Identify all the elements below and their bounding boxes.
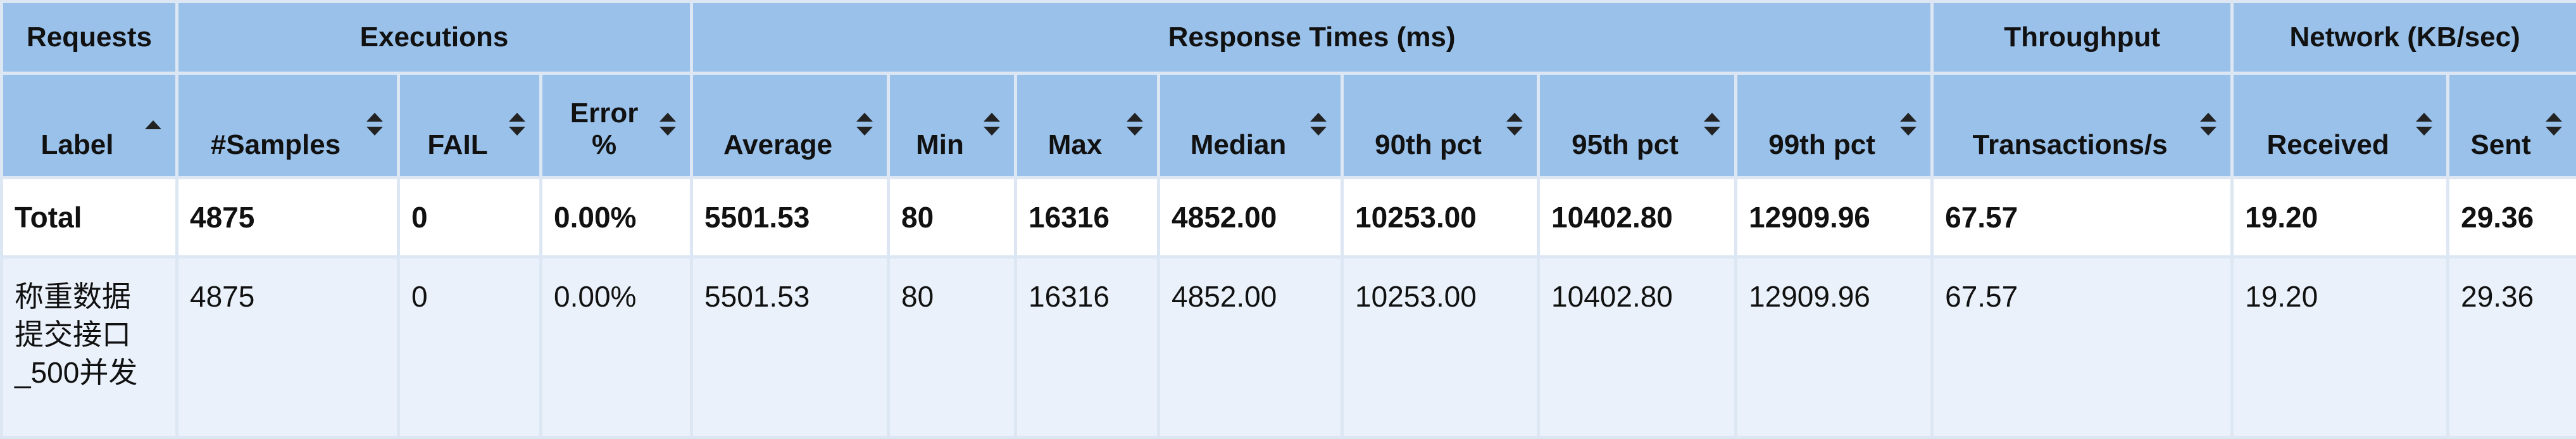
column-header-min[interactable]: Min [889,73,1016,178]
group-network: Network (KB/sec) [2232,2,2576,73]
row-samples: 4875 [177,257,399,438]
column-header-text: 95th pct [1560,129,1690,161]
total-99th-pct: 12909.96 [1736,178,1932,257]
column-header-received[interactable]: Received [2232,73,2448,178]
group-header-row: Requests Executions Response Times (ms) … [2,2,2576,73]
column-header-text: Average [713,129,842,161]
column-header-text: Label [23,129,131,161]
column-header-text: 90th pct [1364,129,1492,161]
column-header-max[interactable]: Max [1016,73,1159,178]
row-90th-pct: 10253.00 [1342,257,1539,438]
total-transactions: 67.57 [1932,178,2232,257]
column-header-error-pct[interactable]: Error % [541,73,692,178]
total-samples: 4875 [177,178,399,257]
row-transactions: 67.57 [1932,257,2232,438]
sort-icon[interactable] [984,113,1000,138]
column-header-sent[interactable]: Sent [2448,73,2576,178]
column-header-text: Median [1180,129,1296,161]
total-sent: 29.36 [2448,178,2576,257]
row-error-pct: 0.00% [541,257,692,438]
total-median: 4852.00 [1159,178,1342,257]
column-header-90th-pct[interactable]: 90th pct [1342,73,1539,178]
row-label-line: 提交接口 [15,315,169,353]
total-label: Total [2,178,177,257]
column-header-text: #Samples [199,129,353,161]
sort-icon[interactable] [1310,113,1327,138]
row-average: 5501.53 [692,257,889,438]
row-received: 19.20 [2232,257,2448,438]
total-95th-pct: 10402.80 [1539,178,1736,257]
column-header-text: Sent [2470,129,2532,161]
total-fail: 0 [399,178,541,257]
sort-icon[interactable] [1704,113,1720,138]
sort-icon[interactable] [1900,113,1916,138]
total-received: 19.20 [2232,178,2448,257]
sort-ascending-icon[interactable] [145,113,161,138]
column-header-samples[interactable]: #Samples [177,73,399,178]
group-requests: Requests [2,2,177,73]
row-max: 16316 [1016,257,1159,438]
sort-icon[interactable] [856,113,873,138]
sort-icon[interactable] [2416,113,2432,138]
column-header-fail[interactable]: FAIL [399,73,541,178]
sort-icon[interactable] [2546,113,2562,138]
column-header-text: Min [910,129,970,161]
table-row: 称重数据 提交接口 _500并发 4875 0 0.00% 5501.53 80… [2,257,2576,438]
row-99th-pct: 12909.96 [1736,257,1932,438]
row-label: 称重数据 提交接口 _500并发 [2,257,177,438]
sort-icon[interactable] [2200,113,2216,138]
column-header-text: 99th pct [1758,129,1886,161]
group-response-times: Response Times (ms) [692,2,1932,73]
row-sent: 29.36 [2448,257,2576,438]
row-95th-pct: 10402.80 [1539,257,1736,438]
column-header-row: Label #Samples FAIL Error % Average Min … [2,73,2576,178]
column-header-95th-pct[interactable]: 95th pct [1539,73,1736,178]
column-header-text: Received [2254,129,2402,161]
total-90th-pct: 10253.00 [1342,178,1539,257]
column-header-99th-pct[interactable]: 99th pct [1736,73,1932,178]
column-header-text: Max [1037,129,1113,161]
row-label-line: _500并发 [15,353,169,391]
sort-icon[interactable] [660,113,676,138]
group-executions: Executions [177,2,692,73]
row-label-line: 称重数据 [15,277,169,315]
column-header-text: Error % [563,98,646,161]
sort-icon[interactable] [1127,113,1143,138]
sort-icon[interactable] [1506,113,1523,138]
row-median: 4852.00 [1159,257,1342,438]
total-average: 5501.53 [692,178,889,257]
row-fail: 0 [399,257,541,438]
column-header-median[interactable]: Median [1159,73,1342,178]
column-header-text: FAIL [420,129,495,161]
column-header-average[interactable]: Average [692,73,889,178]
total-row: Total 4875 0 0.00% 5501.53 80 16316 4852… [2,178,2576,257]
total-min: 80 [889,178,1016,257]
column-header-transactions[interactable]: Transactions/s [1932,73,2232,178]
column-header-label[interactable]: Label [2,73,177,178]
column-header-text: Transactions/s [1954,129,2186,161]
row-min: 80 [889,257,1016,438]
sort-icon[interactable] [366,113,383,138]
group-throughput: Throughput [1932,2,2232,73]
total-error-pct: 0.00% [541,178,692,257]
total-max: 16316 [1016,178,1159,257]
sort-icon[interactable] [509,113,525,138]
